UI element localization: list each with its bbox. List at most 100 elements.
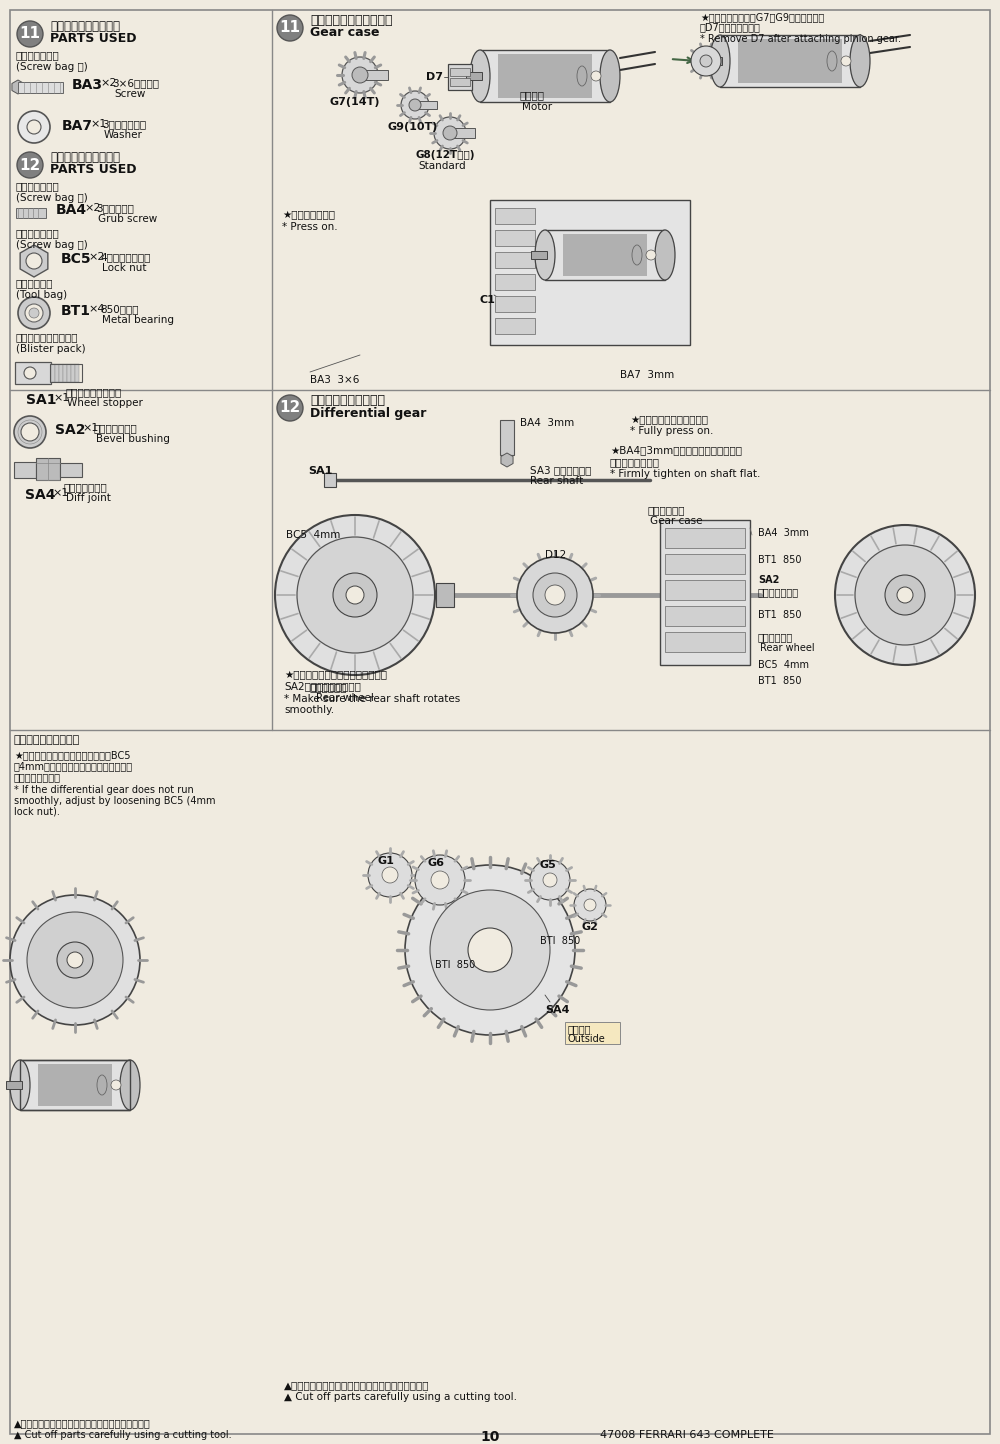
Circle shape xyxy=(25,305,43,322)
Text: SA2: SA2 xyxy=(55,423,86,438)
Bar xyxy=(720,35,860,87)
Circle shape xyxy=(517,557,593,632)
Bar xyxy=(71,364,75,383)
Bar xyxy=(59,364,63,383)
Text: BA4  3mm: BA4 3mm xyxy=(758,529,809,539)
Bar xyxy=(15,362,51,384)
Text: smoothly.: smoothly. xyxy=(284,705,334,715)
Circle shape xyxy=(855,544,955,645)
Circle shape xyxy=(352,66,368,82)
Text: 850メタル: 850メタル xyxy=(100,305,138,313)
Text: (Screw bag ⓒ): (Screw bag ⓒ) xyxy=(16,240,88,250)
Bar xyxy=(14,462,36,478)
Bar xyxy=(490,201,690,345)
Text: 12: 12 xyxy=(19,157,41,172)
Text: G5: G5 xyxy=(540,861,557,869)
Circle shape xyxy=(67,952,83,967)
Text: * If the differential gear does not run: * If the differential gear does not run xyxy=(14,786,194,796)
Circle shape xyxy=(897,588,913,604)
Bar xyxy=(36,458,60,479)
Text: PARTS USED: PARTS USED xyxy=(50,32,136,45)
Text: 3×6㎜丸ビス: 3×6㎜丸ビス xyxy=(112,78,159,88)
Text: デフギヤーのくみたて: デフギヤーのくみたて xyxy=(310,394,385,407)
Text: デフジョイント: デフジョイント xyxy=(64,482,108,492)
Bar xyxy=(495,230,535,245)
Circle shape xyxy=(543,874,557,887)
Text: BT1  850: BT1 850 xyxy=(758,676,802,686)
Text: ×1: ×1 xyxy=(53,393,69,403)
Text: リヤホイール: リヤホイール xyxy=(758,632,793,643)
Circle shape xyxy=(841,56,851,66)
Bar xyxy=(665,529,745,549)
Text: Washer: Washer xyxy=(104,130,143,140)
Text: G7(14T): G7(14T) xyxy=(330,97,380,107)
Circle shape xyxy=(584,900,596,911)
Circle shape xyxy=(21,423,39,440)
Bar xyxy=(495,274,535,290)
Text: Rear shaft: Rear shaft xyxy=(530,477,583,487)
Circle shape xyxy=(277,14,303,40)
Circle shape xyxy=(415,855,465,905)
Text: Wheel stopper: Wheel stopper xyxy=(67,399,143,409)
Text: ▲ Cut off parts carefully using a cutting tool.: ▲ Cut off parts carefully using a cuttin… xyxy=(14,1430,232,1440)
Text: G8(12T標準): G8(12T標準) xyxy=(416,150,476,160)
Text: BA3: BA3 xyxy=(72,78,103,92)
Circle shape xyxy=(368,853,412,897)
Circle shape xyxy=(434,117,466,149)
Text: * Firmly tighten on shaft flat.: * Firmly tighten on shaft flat. xyxy=(610,469,760,479)
Text: (Screw bag Ⓐ): (Screw bag Ⓐ) xyxy=(16,62,88,72)
Text: 47008 FERRARI 643 COMPLETE: 47008 FERRARI 643 COMPLETE xyxy=(600,1430,774,1440)
Text: SA1: SA1 xyxy=(26,393,56,407)
Circle shape xyxy=(430,890,550,1009)
Text: BT1  850: BT1 850 xyxy=(758,554,802,565)
Circle shape xyxy=(29,308,39,318)
Circle shape xyxy=(431,871,449,890)
Text: Screw: Screw xyxy=(114,90,145,100)
Text: G1: G1 xyxy=(378,856,395,866)
Circle shape xyxy=(885,575,925,615)
Circle shape xyxy=(468,928,512,972)
Text: lock nut).: lock nut). xyxy=(14,807,60,817)
Text: ×2: ×2 xyxy=(84,204,100,214)
Text: Rear wheel: Rear wheel xyxy=(760,643,815,653)
Circle shape xyxy=(401,91,429,118)
Text: 《使用する小物金具》: 《使用する小物金具》 xyxy=(50,20,120,33)
Bar xyxy=(665,606,745,627)
Circle shape xyxy=(382,866,398,882)
Text: にネジ込みます。: にネジ込みます。 xyxy=(610,456,660,466)
Text: ★デフギヤーの動きがかたい場合はBC5: ★デフギヤーの動きがかたい場合はBC5 xyxy=(14,749,130,760)
Bar xyxy=(448,64,472,90)
Text: ×1: ×1 xyxy=(82,423,98,433)
Text: 11: 11 xyxy=(280,20,300,36)
Text: うにして下さい。: うにして下さい。 xyxy=(14,773,61,783)
Bar xyxy=(450,129,475,139)
Bar xyxy=(6,1082,22,1089)
Text: Standard: Standard xyxy=(418,160,466,170)
Text: モーター: モーター xyxy=(520,90,545,100)
Text: 12: 12 xyxy=(279,400,301,416)
Text: G6: G6 xyxy=(428,858,445,868)
Text: Metal bearing: Metal bearing xyxy=(102,315,174,325)
Text: ベベルブッシュ: ベベルブッシュ xyxy=(94,423,138,433)
Text: G2: G2 xyxy=(582,923,599,931)
Bar xyxy=(500,420,514,455)
Bar xyxy=(495,296,535,312)
Text: D12: D12 xyxy=(545,550,566,560)
Bar xyxy=(480,51,610,103)
Circle shape xyxy=(409,100,421,111)
Bar xyxy=(665,580,745,601)
Text: 11: 11 xyxy=(20,26,40,42)
Text: （ビス袋詰Ⓐ）: （ビス袋詰Ⓐ） xyxy=(16,180,60,191)
Bar xyxy=(738,39,842,82)
Text: Gear case: Gear case xyxy=(650,516,702,526)
Ellipse shape xyxy=(655,230,675,280)
Circle shape xyxy=(443,126,457,140)
Bar xyxy=(565,1022,620,1044)
Bar xyxy=(324,474,336,487)
Text: 「デフギヤーの調節」: 「デフギヤーの調節」 xyxy=(14,735,80,745)
Ellipse shape xyxy=(535,230,555,280)
Text: BC5  4mm: BC5 4mm xyxy=(758,660,809,670)
Text: ★いっぱいまで入れます。: ★いっぱいまで入れます。 xyxy=(630,414,708,425)
Polygon shape xyxy=(501,453,513,466)
Circle shape xyxy=(297,537,413,653)
